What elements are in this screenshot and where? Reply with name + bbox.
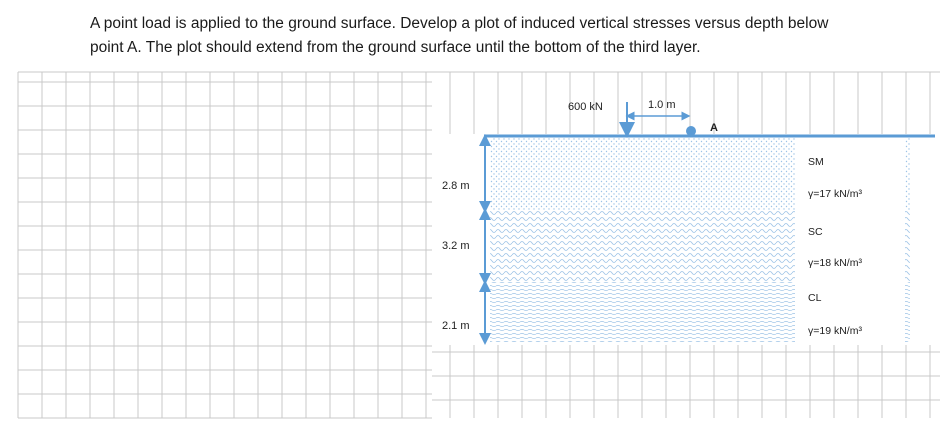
layer-1-soil-type: SM [808,156,824,168]
point-a-marker [686,126,696,136]
problem-line-1: A point load is applied to the ground su… [90,15,829,32]
layer-1-thickness: 2.8 m [442,180,470,192]
label-column-background [795,138,905,342]
problem-statement: A point load is applied to the ground su… [90,12,910,60]
layer-3-soil-type: CL [808,292,822,304]
problem-line-2: point A. The plot should extend from the… [90,39,701,56]
layer-2-soil-type: SC [808,226,823,238]
layer-2-thickness: 3.2 m [442,240,470,252]
layer-3-thickness: 2.1 m [442,320,470,332]
offset-label: 1.0 m [648,99,676,111]
layer-2-unit-weight: γ=18 kN/m³ [808,257,862,269]
layer-3-unit-weight: γ=19 kN/m³ [808,325,862,337]
layer-1-unit-weight: γ=17 kN/m³ [808,188,862,200]
graph-grid [17,71,940,419]
load-label: 600 kN [568,101,603,113]
point-a-label: A [710,122,718,134]
